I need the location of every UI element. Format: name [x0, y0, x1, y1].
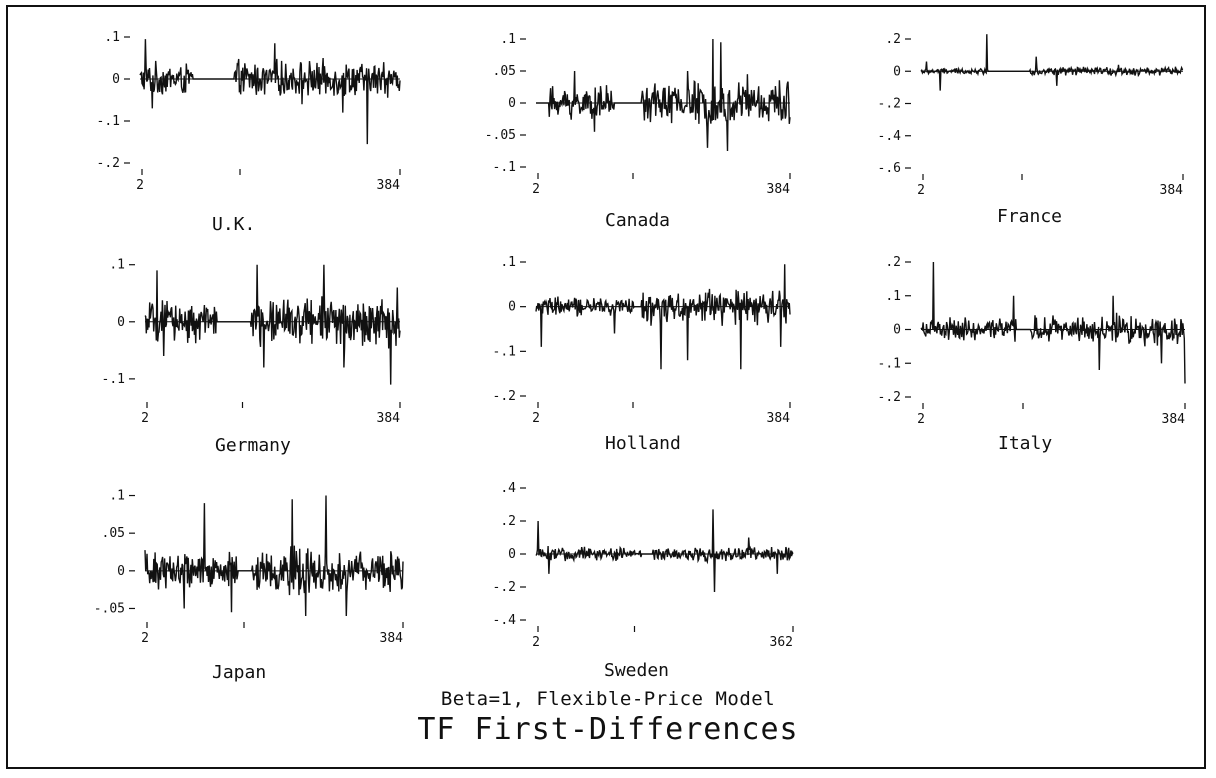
x-tick-label: 2 [532, 411, 540, 426]
series-line-sweden [535, 509, 794, 593]
y-tick-label: -.05 [485, 128, 516, 143]
y-tick-label: 0 [117, 564, 125, 579]
y-tick-label: -.05 [94, 601, 125, 616]
panel-italy: .2 .1 0 -.1 -.2 2 384 Italy [878, 255, 1186, 454]
panel-label: Canada [605, 210, 670, 231]
y-tick-label: 0 [508, 547, 516, 562]
x-tick-label: 384 [767, 182, 791, 197]
series-line-japan [144, 495, 404, 617]
series-line-u-k [139, 39, 401, 145]
panel-label: U.K. [212, 214, 255, 235]
panel-canada: .1 .05 0 -.05 -.1 2 384 Canada [485, 32, 791, 231]
x-tick-label: 384 [377, 411, 401, 426]
series-line-canada [536, 38, 791, 152]
y-tick-label: -.1 [493, 344, 516, 359]
y-tick-label: .1 [109, 489, 125, 504]
panel-label: Sweden [604, 660, 669, 681]
y-tick-label: .1 [109, 258, 125, 273]
y-tick-label: .1 [885, 289, 901, 304]
y-tick-label: -.2 [493, 580, 516, 595]
x-tick-label: 2 [141, 631, 149, 646]
y-tick-label: 0 [117, 315, 125, 330]
y-tick-label: .2 [885, 32, 901, 47]
y-tick-label: -.4 [493, 613, 517, 628]
y-tick-label: -.1 [97, 114, 120, 129]
y-tick-label: -.2 [97, 156, 120, 171]
panel-label: France [997, 206, 1062, 227]
x-tick-label: 384 [1162, 412, 1186, 427]
figure-title: TF First-Differences [417, 712, 799, 747]
panel-holland: .1 0 -.1 -.2 2 384 Holland [493, 255, 791, 454]
series-line-germany [144, 264, 401, 385]
panel-sweden: .4 .2 0 -.2 -.4 2 362 Sweden [493, 481, 794, 681]
y-tick-label: .2 [500, 514, 516, 529]
series-line-holland [535, 264, 791, 370]
series-line-italy [920, 261, 1186, 384]
y-tick-label: -.2 [878, 97, 901, 112]
y-tick-label: 0 [508, 96, 516, 111]
panel-label: Holland [605, 433, 681, 454]
y-tick-label: -.6 [878, 161, 901, 176]
x-tick-label: 2 [532, 182, 540, 197]
y-tick-label: -.1 [493, 160, 516, 175]
x-tick-label: 2 [532, 635, 540, 650]
y-tick-label: .2 [885, 255, 901, 270]
y-tick-label: 0 [112, 72, 120, 87]
panel-germany: .1 0 -.1 2 384 Germany [102, 258, 401, 456]
x-tick-label: 2 [141, 411, 149, 426]
panel-japan: .1 .05 0 -.05 2 384 Japan [94, 489, 404, 683]
x-tick-label: 384 [1160, 183, 1184, 198]
figure-subtitle: Beta=1, Flexible-Price Model [440, 688, 776, 710]
x-tick-label: 2 [917, 183, 925, 198]
panel-label: Italy [998, 433, 1052, 454]
y-tick-label: -.1 [878, 356, 901, 371]
panel-u-k: .1 0 -.1 -.2 2 384 U.K. [97, 30, 401, 235]
x-tick-label: 384 [380, 631, 404, 646]
y-tick-label: 0 [508, 300, 516, 315]
y-tick-label: 0 [893, 64, 901, 79]
panel-france: .2 0 -.2 -.4 -.6 2 384 France [878, 32, 1184, 227]
y-tick-label: .05 [102, 526, 125, 541]
y-tick-label: .1 [500, 255, 516, 270]
y-tick-label: .1 [500, 32, 516, 47]
panel-label: Japan [212, 662, 266, 683]
y-tick-label: -.1 [102, 372, 125, 387]
y-tick-label: -.2 [493, 389, 516, 404]
y-tick-label: .4 [500, 481, 516, 496]
x-tick-label: 362 [770, 635, 793, 650]
y-tick-label: -.4 [878, 129, 902, 144]
y-tick-label: .05 [493, 64, 516, 79]
panel-label: Germany [215, 435, 291, 456]
figure-frame [6, 5, 1206, 769]
x-tick-label: 2 [917, 412, 925, 427]
x-tick-label: 384 [377, 178, 401, 193]
y-tick-label: -.2 [878, 390, 901, 405]
x-tick-label: 2 [136, 178, 144, 193]
x-tick-label: 384 [767, 411, 791, 426]
y-tick-label: 0 [893, 323, 901, 338]
y-tick-label: .1 [104, 30, 120, 45]
series-line-france [920, 34, 1184, 91]
